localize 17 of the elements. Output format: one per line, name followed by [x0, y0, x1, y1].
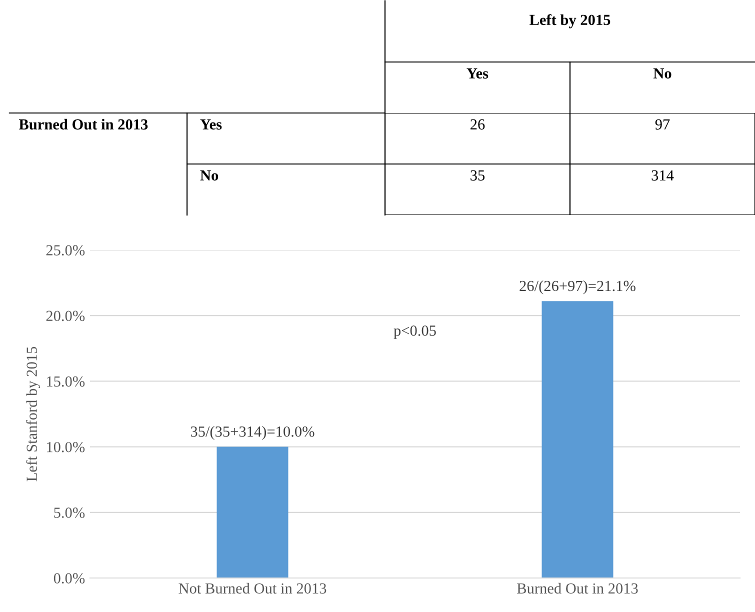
y-tick-label: 15.0% — [47, 376, 85, 387]
annotation: p<0.05 — [394, 326, 436, 339]
y-tick-label: 20.0% — [46, 310, 85, 322]
y-axis-title: Burned Out in 2013 — [18, 118, 148, 130]
data-label: 97 — [655, 119, 670, 130]
y-axis-title: Left Stanford by 2015 — [26, 346, 40, 482]
data-label: 314 — [652, 170, 674, 181]
data-label: 35 — [470, 170, 485, 181]
x-tick-label: Not Burned Out in 2013 — [178, 582, 326, 594]
data-label: 35/(35+314)=10.0% — [190, 426, 314, 440]
y-tick-label: 5.0% — [54, 508, 85, 518]
chart-title: Left by 2015 — [530, 14, 610, 28]
data-label: 26/(26+97)=21.1% — [520, 280, 636, 294]
y-tick-label: 10.0% — [47, 442, 85, 452]
y-tick-label: 0.0% — [54, 573, 85, 584]
y-tick-label: 25.0% — [46, 245, 85, 256]
data-label: 26 — [470, 119, 485, 130]
